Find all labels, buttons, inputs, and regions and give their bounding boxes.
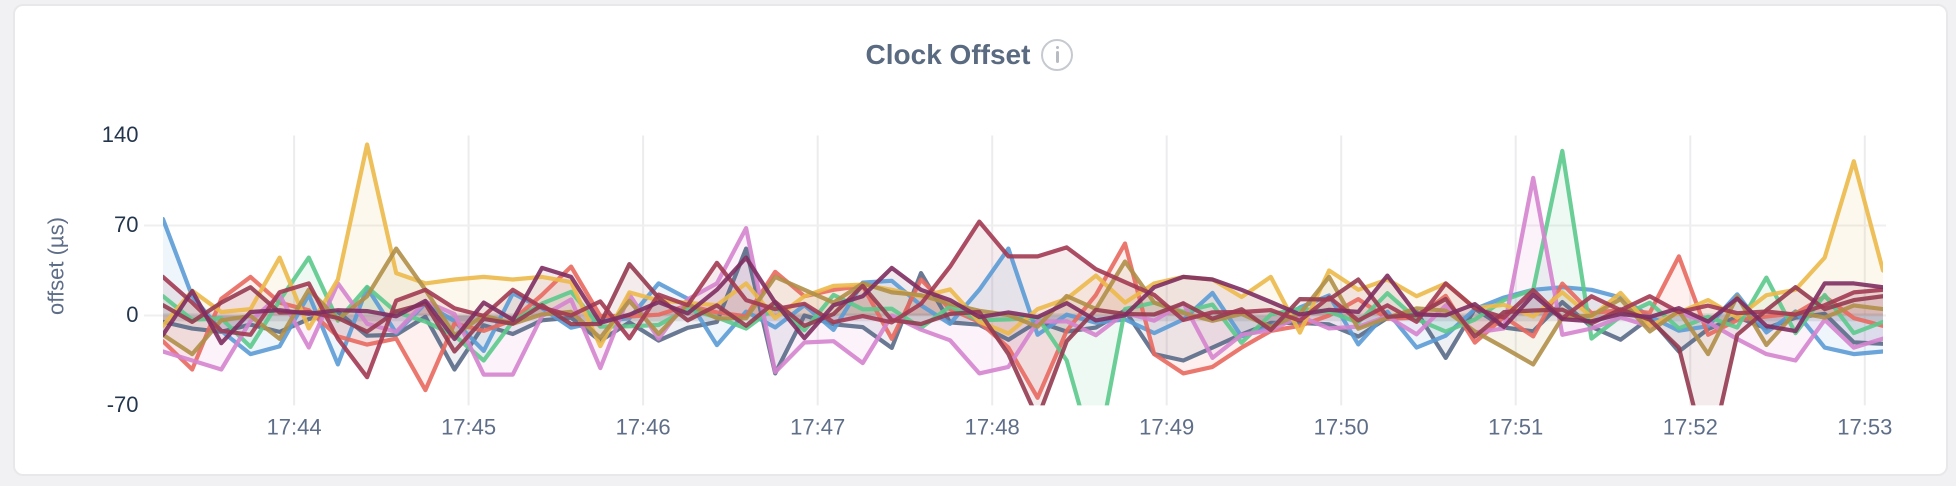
svg-text:17:51: 17:51	[1488, 415, 1543, 440]
svg-text:17:53: 17:53	[1837, 415, 1892, 440]
svg-text:0: 0	[126, 302, 138, 327]
svg-text:17:44: 17:44	[267, 415, 322, 440]
svg-text:17:45: 17:45	[441, 415, 496, 440]
svg-text:17:47: 17:47	[790, 415, 845, 440]
svg-text:offset (µs): offset (µs)	[44, 217, 69, 315]
svg-text:17:50: 17:50	[1314, 415, 1369, 440]
svg-text:17:49: 17:49	[1139, 415, 1194, 440]
svg-text:17:52: 17:52	[1663, 415, 1718, 440]
svg-text:140: 140	[102, 122, 139, 147]
svg-text:17:46: 17:46	[616, 415, 671, 440]
svg-text:17:48: 17:48	[965, 415, 1020, 440]
svg-text:70: 70	[114, 212, 138, 237]
svg-text:-70: -70	[107, 392, 139, 417]
